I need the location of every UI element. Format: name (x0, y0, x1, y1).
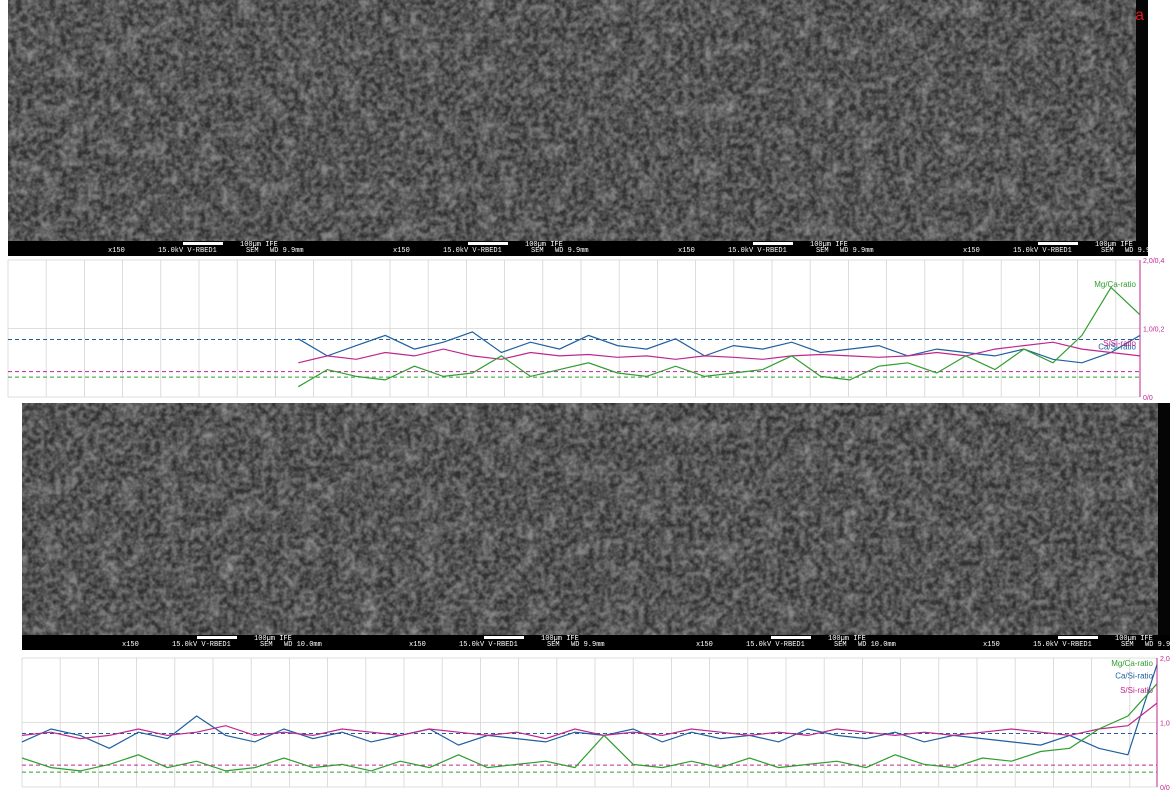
scale-bar (468, 242, 508, 245)
magnification: x150 (409, 641, 426, 649)
panel-label: a (1135, 7, 1144, 24)
voltage-detector: 15.0kV V-RBED1 (1013, 247, 1072, 255)
mode: SEM (547, 641, 560, 649)
voltage-detector: 15.0kV V-RBED1 (1033, 641, 1092, 649)
magnification: x150 (696, 641, 713, 649)
info-bar (8, 241, 1148, 256)
data-line (21, 702, 1158, 740)
voltage-detector: 15.0kV V-RBED1 (459, 641, 518, 649)
scale-label: 100µm IFE (254, 635, 292, 643)
data-line (298, 341, 1141, 364)
scale-bar (1038, 242, 1078, 245)
scale-bar (1058, 636, 1098, 639)
scale-bar (484, 636, 524, 639)
working-distance: WD 10.0mm (284, 641, 322, 649)
working-distance: WD 9.9mm (1145, 641, 1170, 649)
scale-label: 100µm IFE (1095, 241, 1133, 249)
series-label: Mg/Ca-ratio (1111, 659, 1153, 668)
y-tick-label: 0/0 (1160, 785, 1170, 791)
voltage-detector: 15.0kV V-RBED1 (158, 247, 217, 255)
data-line (297, 331, 1141, 364)
scale-bar (197, 636, 237, 639)
scale-bar (183, 242, 223, 245)
working-distance: WD 9.9mm (555, 247, 589, 255)
y-tick-label: 0/0 (1143, 395, 1153, 402)
magnification: x150 (393, 247, 410, 255)
y-tick-label: 2,0/0,4 (1160, 656, 1170, 663)
sem-texture (22, 403, 1170, 635)
working-distance: WD 9.9mm (270, 247, 304, 255)
mode: SEM (246, 247, 259, 255)
mode: SEM (1101, 247, 1114, 255)
y-tick-label: 1,0/0,2 (1160, 721, 1170, 728)
series-label: Mg/Ca-ratio (1094, 280, 1136, 289)
scale-label: 100µm IFE (810, 241, 848, 249)
y-tick-label: 1,0/0,2 (1143, 327, 1165, 334)
voltage-detector: 15.0kV V-RBED1 (746, 641, 805, 649)
voltage-detector: 15.0kV V-RBED1 (728, 247, 787, 255)
series-label: S/Si-ratio (1103, 339, 1136, 348)
sample-edge (1136, 0, 1148, 241)
scale-label: 100µm IFE (541, 635, 579, 643)
data-line (21, 683, 1158, 772)
mode: SEM (531, 247, 544, 255)
magnification: x150 (108, 247, 125, 255)
voltage-detector: 15.0kV V-RBED1 (443, 247, 502, 255)
magnification: x150 (963, 247, 980, 255)
working-distance: WD 9.9mm (571, 641, 605, 649)
scale-label: 100µm IFE (240, 241, 278, 249)
magnification: x150 (678, 247, 695, 255)
mode: SEM (260, 641, 273, 649)
scale-label: 100µm IFE (525, 241, 563, 249)
magnification: x150 (983, 641, 1000, 649)
mode: SEM (1121, 641, 1134, 649)
y-tick-label: 2,0/0,4 (1143, 258, 1165, 265)
series-label: Ca/Si-ratio (1098, 342, 1136, 351)
sem-texture (8, 0, 1148, 241)
series-label: S/Si-ratio (1120, 686, 1153, 695)
working-distance: WD 9.9mm (1125, 247, 1159, 255)
voltage-detector: 15.0kV V-RBED1 (172, 641, 231, 649)
sample-edge (1158, 403, 1170, 635)
mode: SEM (834, 641, 847, 649)
scale-label: 100µm IFE (1115, 635, 1153, 643)
scale-bar (771, 636, 811, 639)
working-distance: WD 10.0mm (858, 641, 896, 649)
series-label: Ca/Si-ratio (1115, 671, 1153, 680)
scale-bar (753, 242, 793, 245)
magnification: x150 (122, 641, 139, 649)
data-line (297, 286, 1141, 388)
data-line (21, 664, 1158, 756)
mode: SEM (816, 247, 829, 255)
working-distance: WD 9.9mm (840, 247, 874, 255)
scale-label: 100µm IFE (828, 635, 866, 643)
info-bar (22, 635, 1170, 650)
